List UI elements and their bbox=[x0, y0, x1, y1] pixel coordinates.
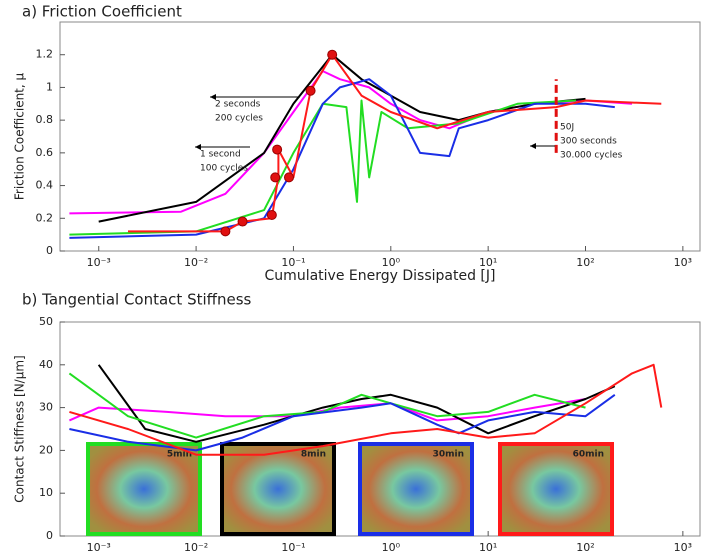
y-tick-label: 0.8 bbox=[36, 113, 54, 126]
y-axis-label: Friction Coefficient, μ bbox=[13, 72, 27, 200]
marker bbox=[328, 50, 337, 59]
chart-title: a) Friction Coefficient bbox=[22, 3, 182, 21]
y-tick-label: 20 bbox=[39, 443, 53, 456]
x-tick-label: 10³ bbox=[674, 256, 692, 269]
annotation: 30.000 cycles bbox=[560, 151, 623, 161]
annotation: 200 cycles bbox=[215, 114, 263, 124]
x-tick-label: 10³ bbox=[674, 541, 692, 554]
x-tick-label: 10¹ bbox=[479, 541, 497, 554]
y-tick-label: 0.2 bbox=[36, 211, 54, 224]
x-tick-label: 10⁻³ bbox=[87, 256, 111, 269]
annotation: 300 seconds bbox=[560, 137, 617, 147]
y-tick-label: 10 bbox=[39, 486, 53, 499]
annotation: 100 cycles bbox=[200, 164, 248, 174]
chart-title: b) Tangential Contact Stiffness bbox=[22, 291, 252, 309]
x-tick-label: 10⁻² bbox=[184, 541, 208, 554]
x-tick-label: 10⁰ bbox=[382, 541, 401, 554]
y-tick-label: 0 bbox=[46, 529, 53, 542]
annotation: 1 second bbox=[200, 150, 241, 160]
inset-label: 60min bbox=[573, 450, 604, 460]
inset-label: 8min bbox=[301, 450, 326, 460]
y-axis-label: Contact Stiffness [N/μm] bbox=[13, 355, 27, 502]
y-tick-label: 30 bbox=[39, 401, 53, 414]
y-tick-label: 40 bbox=[39, 358, 53, 371]
figure: a) Friction Coefficient 0 0.2 0.4 0.6 0.8 1 1.2… bbox=[0, 0, 711, 555]
y-tick-label: 50 bbox=[39, 315, 53, 328]
y-tick-label: 0.4 bbox=[36, 179, 54, 192]
marker bbox=[238, 217, 247, 226]
marker bbox=[284, 173, 293, 182]
x-tick-label: 10⁻² bbox=[184, 256, 208, 269]
annotation: 50J bbox=[560, 123, 574, 133]
inset-label: 30min bbox=[433, 450, 464, 460]
x-tick-label: 10⁻¹ bbox=[281, 541, 305, 554]
x-axis-label: Cumulative Energy Dissipated [J] bbox=[265, 268, 496, 284]
marker bbox=[306, 86, 315, 95]
marker bbox=[273, 145, 282, 154]
marker bbox=[221, 227, 230, 236]
y-tick-label: 1.2 bbox=[36, 48, 54, 61]
y-tick-label: 0.6 bbox=[36, 146, 54, 159]
annotation: 2 seconds bbox=[215, 100, 261, 110]
x-tick-label: 10² bbox=[576, 541, 594, 554]
x-tick-label: 10² bbox=[576, 256, 594, 269]
marker bbox=[271, 173, 280, 182]
x-tick-label: 10⁻³ bbox=[87, 541, 111, 554]
marker bbox=[267, 211, 276, 220]
y-tick-label: 1 bbox=[46, 80, 53, 93]
y-tick-label: 0 bbox=[46, 244, 53, 257]
